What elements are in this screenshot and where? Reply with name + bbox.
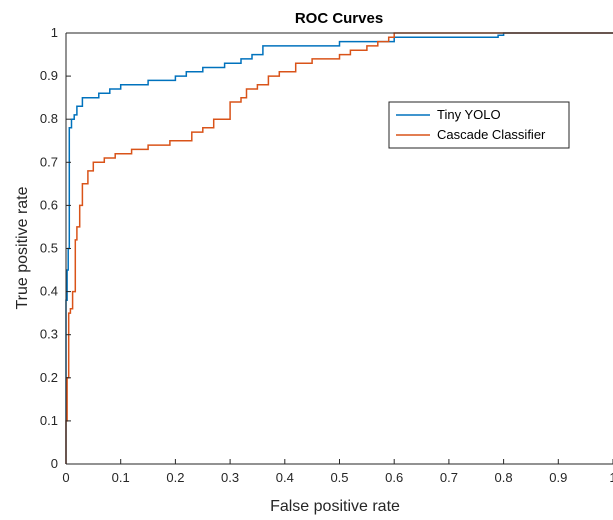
- x-tick-label: 0.8: [495, 470, 513, 485]
- x-tick-label: 0: [62, 470, 69, 485]
- legend-label-cascade-classifier: Cascade Classifier: [437, 127, 546, 142]
- y-tick-label: 1: [51, 25, 58, 40]
- legend-box: [388, 101, 570, 149]
- y-tick-label: 0.3: [40, 327, 58, 342]
- y-tick-label: 0.7: [40, 154, 58, 169]
- y-tick-label: 0.5: [40, 241, 58, 256]
- x-tick-label: 0.2: [166, 470, 184, 485]
- x-tick-label: 0.3: [221, 470, 239, 485]
- y-tick-label: 0.1: [40, 413, 58, 428]
- plot-area: [65, 32, 613, 464]
- legend: Tiny YOLO Cascade Classifier: [388, 101, 570, 149]
- x-tick-label: 1: [609, 470, 613, 485]
- y-tick-label: 0.6: [40, 197, 58, 212]
- x-ticks: 0 0.1 0.2 0.3 0.4 0.5 0.6 0.7 0.8 0.9 1: [62, 459, 613, 485]
- y-tick-label: 0.4: [40, 284, 58, 299]
- y-tick-label: 0: [51, 456, 58, 471]
- chart-title: ROC Curves: [295, 10, 383, 27]
- y-tick-label: 0.9: [40, 68, 58, 83]
- x-tick-label: 0.5: [330, 470, 348, 485]
- y-tick-label: 0.8: [40, 111, 58, 126]
- x-tick-label: 0.7: [440, 470, 458, 485]
- x-axis-label: False positive rate: [270, 498, 400, 515]
- x-tick-label: 0.1: [112, 470, 130, 485]
- y-axis-label: True positive rate: [14, 186, 31, 309]
- series-layer: [65, 32, 613, 464]
- x-tick-label: 0.6: [385, 470, 403, 485]
- x-tick-label: 0.4: [276, 470, 294, 485]
- legend-label-tiny-yolo: Tiny YOLO: [437, 107, 501, 122]
- y-tick-label: 0.2: [40, 370, 58, 385]
- series-line-cascade-classifier: [65, 32, 613, 464]
- y-ticks: 0 0.1 0.2 0.3 0.4 0.5 0.6 0.7 0.8 0.9 1: [40, 25, 71, 471]
- series-line-tiny-yolo: [65, 32, 613, 464]
- x-tick-label: 0.9: [549, 470, 567, 485]
